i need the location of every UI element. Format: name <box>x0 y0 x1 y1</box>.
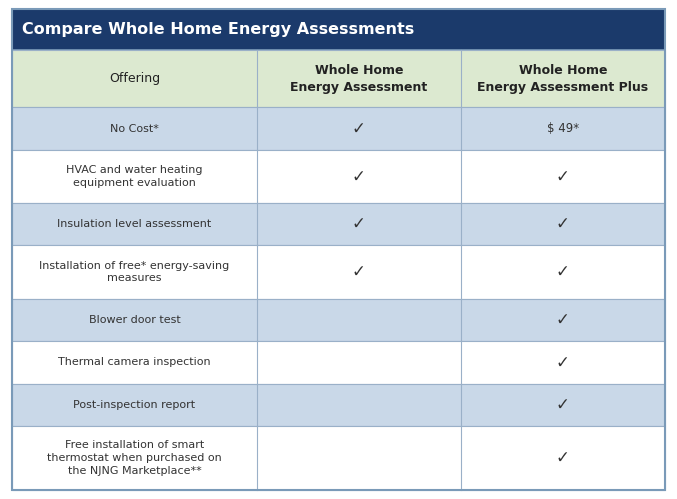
Text: ✓: ✓ <box>352 167 366 186</box>
Text: Post-inspection report: Post-inspection report <box>74 400 196 410</box>
Bar <box>12 384 665 426</box>
Text: ✓: ✓ <box>556 167 570 186</box>
Bar <box>12 246 665 298</box>
Text: ✓: ✓ <box>556 396 570 414</box>
Bar <box>12 50 665 107</box>
Text: Blower door test: Blower door test <box>89 315 181 325</box>
Text: Free installation of smart
thermostat when purchased on
the NJNG Marketplace**: Free installation of smart thermostat wh… <box>47 440 222 476</box>
Bar <box>12 9 665 50</box>
Text: ✓: ✓ <box>556 449 570 467</box>
Bar <box>12 426 665 490</box>
Text: Installation of free* energy-saving
measures: Installation of free* energy-saving meas… <box>39 260 230 283</box>
Text: No Cost*: No Cost* <box>110 124 159 134</box>
Text: HVAC and water heating
equipment evaluation: HVAC and water heating equipment evaluat… <box>66 165 203 188</box>
Text: Offering: Offering <box>109 72 160 85</box>
Bar <box>12 107 665 150</box>
Text: Compare Whole Home Energy Assessments: Compare Whole Home Energy Assessments <box>22 22 414 37</box>
Bar <box>12 150 665 203</box>
Bar <box>12 298 665 341</box>
Text: Thermal camera inspection: Thermal camera inspection <box>58 357 211 367</box>
Text: ✓: ✓ <box>556 311 570 329</box>
Text: Insulation level assessment: Insulation level assessment <box>58 219 212 229</box>
Text: ✓: ✓ <box>352 215 366 233</box>
Text: $ 49*: $ 49* <box>547 122 579 135</box>
Text: ✓: ✓ <box>352 263 366 281</box>
Text: ✓: ✓ <box>556 215 570 233</box>
Text: ✓: ✓ <box>556 263 570 281</box>
Text: Whole Home
Energy Assessment Plus: Whole Home Energy Assessment Plus <box>477 63 649 94</box>
Text: ✓: ✓ <box>352 120 366 138</box>
Text: ✓: ✓ <box>556 353 570 371</box>
Bar <box>12 203 665 246</box>
Bar <box>12 341 665 384</box>
Text: Whole Home
Energy Assessment: Whole Home Energy Assessment <box>290 63 427 94</box>
